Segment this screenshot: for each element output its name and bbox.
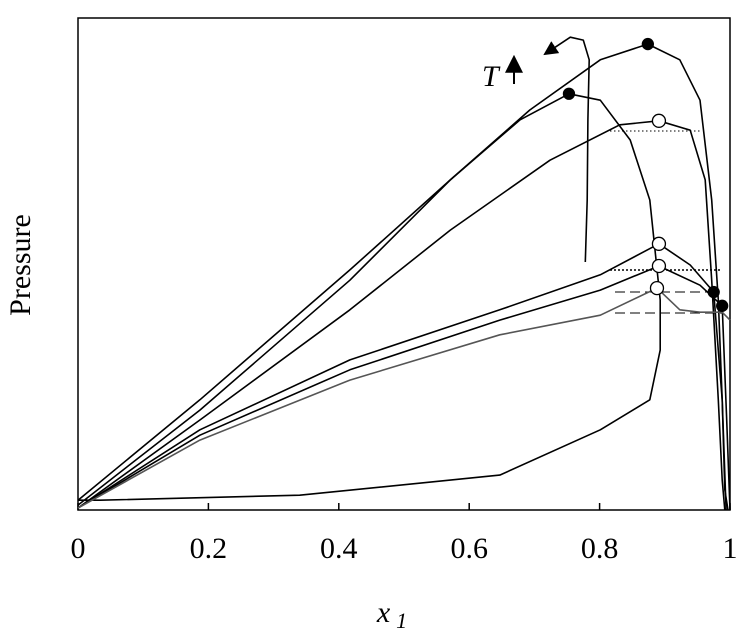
- point: [651, 236, 667, 251]
- x-label-main: x: [376, 596, 391, 629]
- curve: [77, 265, 731, 511]
- curve: [77, 287, 731, 509]
- point: [651, 258, 667, 274]
- x-tick-label: 0.6: [450, 532, 488, 565]
- x-tick-label: 0.2: [190, 532, 228, 565]
- curve: [77, 243, 727, 511]
- point: [562, 87, 576, 100]
- x-tick-label: 0: [71, 532, 86, 565]
- y-axis-label: Pressure: [4, 214, 37, 316]
- x-tick-label: 1: [723, 532, 738, 565]
- x-tick-label: 0.8: [581, 532, 619, 565]
- point: [641, 37, 654, 51]
- x-label-sub: 1: [396, 608, 407, 633]
- x-tick-label: 0.4: [320, 532, 358, 565]
- point: [707, 285, 720, 299]
- annotation: T: [482, 60, 501, 93]
- point: [716, 299, 729, 312]
- curve: [543, 36, 590, 263]
- tie-lines: [610, 130, 722, 314]
- plot-frame: [77, 17, 731, 511]
- point: [649, 280, 665, 296]
- point: [651, 113, 667, 128]
- curve: [77, 93, 661, 506]
- curve: [77, 120, 726, 511]
